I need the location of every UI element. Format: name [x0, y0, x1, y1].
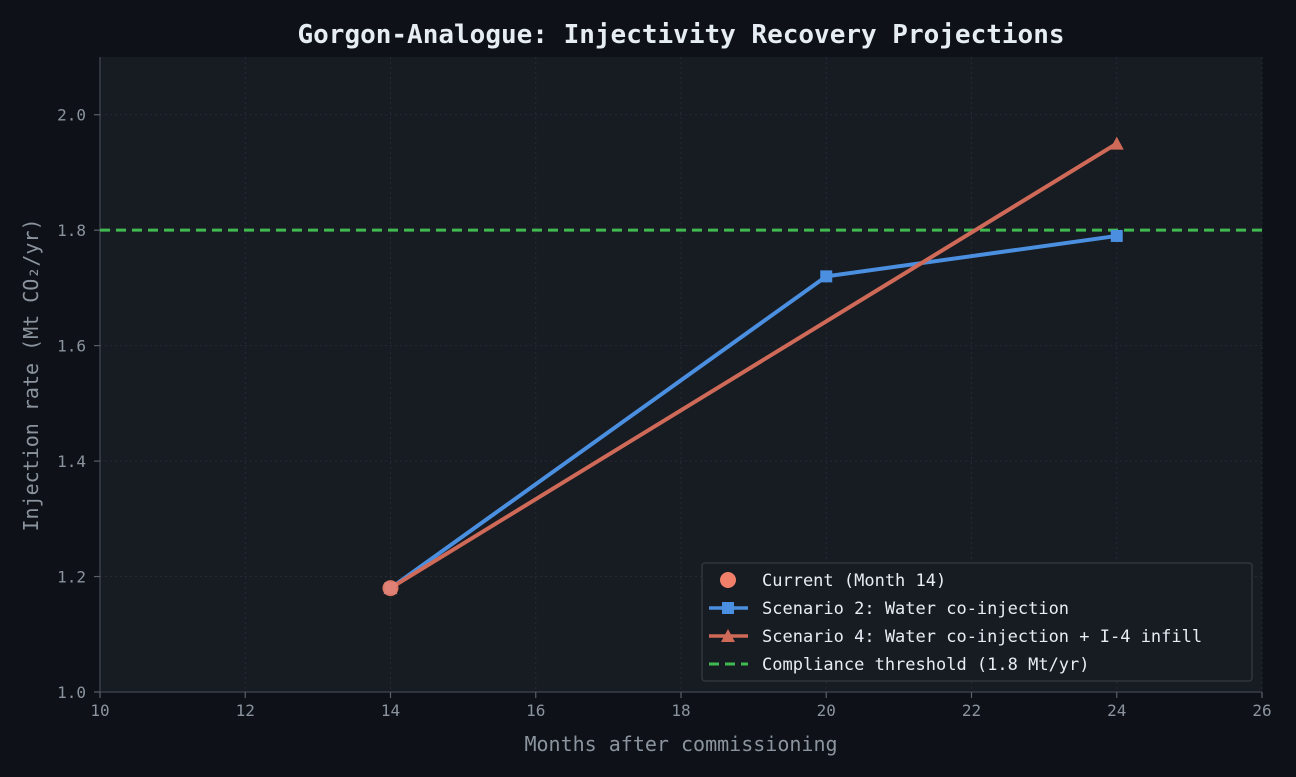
y-tick-label: 1.6	[57, 337, 86, 356]
x-tick-label: 24	[1107, 701, 1126, 720]
series-markers	[382, 136, 1124, 597]
legend-scenario-4-marker	[721, 629, 735, 642]
x-axis-label: Months after commissioning	[524, 732, 837, 756]
x-tick-label: 10	[90, 701, 109, 720]
y-axis-label: Injection rate (Mt CO₂/yr)	[19, 218, 43, 531]
current-point-marker	[382, 580, 399, 597]
legend-current-marker	[720, 572, 736, 588]
x-tick-label: 18	[671, 701, 690, 720]
legend-scenario-4-label: Scenario 4: Water co-injection + I-4 inf…	[762, 627, 1202, 647]
y-tick-label: 1.8	[57, 221, 86, 240]
legend: Current (Month 14) Scenario 2: Water co-…	[701, 562, 1253, 682]
x-tick-label: 20	[817, 701, 836, 720]
scenario-2-point	[1110, 229, 1123, 242]
y-tick-label: 2.0	[57, 106, 86, 125]
x-tick-label: 16	[526, 701, 545, 720]
chart-title: Gorgon-Analogue: Injectivity Recovery Pr…	[297, 20, 1064, 50]
x-tick-label: 12	[236, 701, 255, 720]
legend-current-label: Current (Month 14)	[762, 571, 946, 591]
legend-box	[701, 562, 1253, 682]
legend-scenario-2-marker	[722, 602, 734, 614]
y-tick-label: 1.4	[57, 452, 86, 471]
y-tick-label: 1.2	[57, 568, 86, 587]
scenario-4-point	[1109, 136, 1124, 150]
x-ticks: 10 12 14 16 18 20 22 24 26	[90, 692, 1272, 720]
legend-threshold-label: Compliance threshold (1.8 Mt/yr)	[762, 655, 1090, 675]
scenario-2-point	[820, 270, 833, 283]
x-tick-label: 26	[1252, 701, 1271, 720]
scenario-4-line	[388, 141, 1119, 591]
y-ticks: 1.0 1.2 1.4 1.6 1.8 2.0	[57, 106, 100, 702]
legend-scenario-2-label: Scenario 2: Water co-injection	[762, 599, 1069, 619]
y-tick-label: 1.0	[57, 683, 86, 702]
x-tick-label: 14	[381, 701, 400, 720]
x-tick-label: 22	[962, 701, 981, 720]
